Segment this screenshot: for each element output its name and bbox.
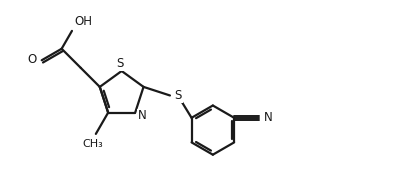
Text: CH₃: CH₃ [82,139,103,149]
Text: O: O [28,53,37,66]
Text: N: N [263,111,272,124]
Text: OH: OH [74,15,92,28]
Text: S: S [116,57,124,70]
Text: S: S [175,89,182,102]
Text: N: N [138,109,146,122]
